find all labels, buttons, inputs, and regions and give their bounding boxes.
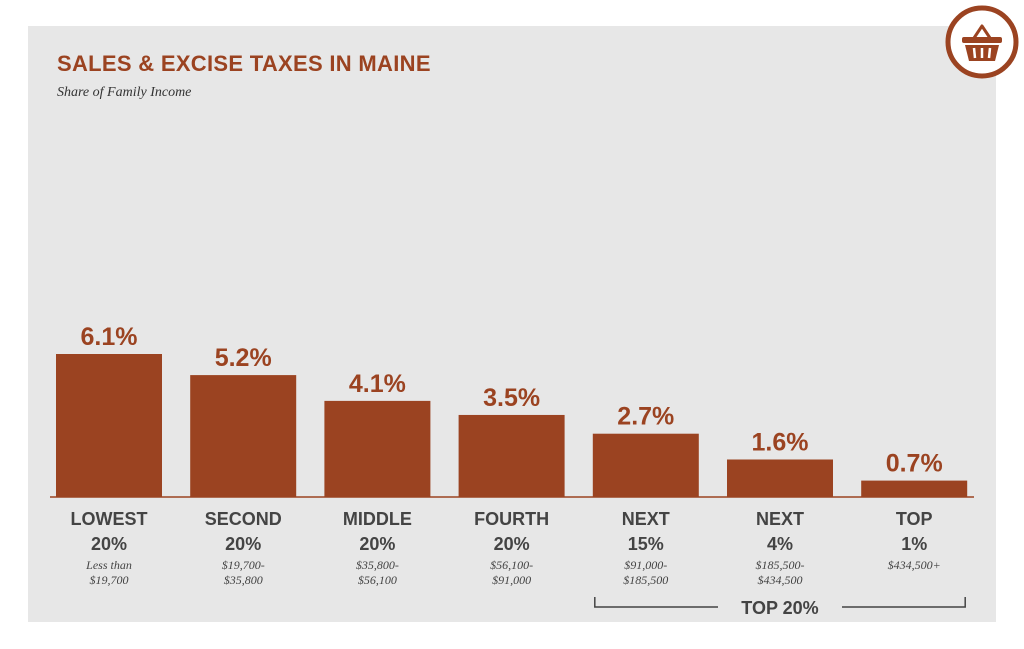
category-label: TOP xyxy=(896,509,933,529)
category-share-label: 15% xyxy=(628,534,664,554)
bar xyxy=(190,375,297,497)
income-range-label: $185,500 xyxy=(623,573,668,587)
chart-title: SALES & EXCISE TAXES IN MAINE xyxy=(57,51,431,76)
bar-value-label: 5.2% xyxy=(215,344,272,372)
category-share-label: 20% xyxy=(359,534,395,554)
category-share-label: 20% xyxy=(91,534,127,554)
income-range-label: $56,100- xyxy=(490,558,533,572)
income-range-label: $434,500+ xyxy=(888,558,941,572)
income-range-label: $56,100 xyxy=(358,573,397,587)
shopping-basket-icon xyxy=(945,5,1019,79)
category-share-label: 1% xyxy=(901,534,927,554)
bar-value-label: 0.7% xyxy=(886,450,943,478)
category-label: NEXT xyxy=(756,509,804,529)
income-range-label: $35,800- xyxy=(356,558,399,572)
income-range-label: $35,800 xyxy=(224,573,263,587)
category-label: NEXT xyxy=(622,509,670,529)
income-range-label: $434,500 xyxy=(758,573,803,587)
bar-value-label: 1.6% xyxy=(752,428,809,456)
chart-panel xyxy=(28,26,996,622)
chart-subtitle: Share of Family Income xyxy=(57,85,192,100)
category-label: SECOND xyxy=(205,509,282,529)
category-share-label: 4% xyxy=(767,534,793,554)
bar xyxy=(324,400,431,497)
income-range-label: $19,700- xyxy=(222,558,265,572)
bar-value-label: 6.1% xyxy=(81,323,138,351)
bar xyxy=(458,414,565,497)
bar-value-label: 4.1% xyxy=(349,370,406,398)
bracket-left-line xyxy=(594,597,718,608)
bracket-right-line xyxy=(842,597,966,608)
income-range-label: $91,000- xyxy=(624,558,667,572)
category-label: FOURTH xyxy=(474,509,549,529)
income-range-label: $91,000 xyxy=(492,573,531,587)
income-range-label: $19,700 xyxy=(90,573,129,587)
category-label: LOWEST xyxy=(71,509,148,529)
bar xyxy=(727,459,833,497)
bar xyxy=(592,433,699,497)
bar-value-label: 3.5% xyxy=(483,384,540,412)
bar xyxy=(861,480,968,497)
category-share-label: 20% xyxy=(494,534,530,554)
bar xyxy=(56,354,162,497)
category-share-label: 20% xyxy=(225,534,261,554)
bracket-label: TOP 20% xyxy=(741,598,818,618)
category-label: MIDDLE xyxy=(343,509,412,529)
income-range-label: Less than xyxy=(85,558,132,572)
bar-value-label: 2.7% xyxy=(617,403,674,431)
income-range-label: $185,500- xyxy=(756,558,805,572)
